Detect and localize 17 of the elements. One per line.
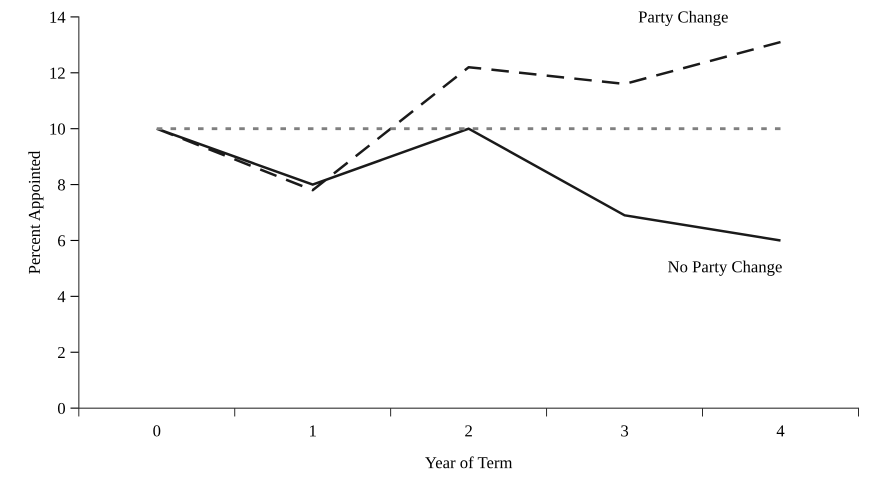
y-tick-label: 14 <box>50 12 66 23</box>
x-tick-label: 2 <box>465 425 472 436</box>
x-tick-label: 4 <box>776 425 784 436</box>
x-axis-title: Year of Term <box>425 456 512 468</box>
series-label: Party Change <box>638 10 728 26</box>
x-tick-label: 3 <box>621 425 628 437</box>
y-tick-label: 0 <box>58 402 66 414</box>
y-axis-title: Percent Appointed <box>28 150 44 274</box>
x-tick-label: 1 <box>310 425 316 436</box>
y-tick-label: 6 <box>58 235 66 246</box>
y-tick-label: 4 <box>58 291 66 302</box>
y-tick-label: 10 <box>50 123 66 135</box>
y-tick-label: 12 <box>50 68 65 79</box>
y-tick-label: 2 <box>58 346 65 358</box>
y-tick-label: 8 <box>58 179 66 191</box>
series-label: No Party Change <box>668 260 782 276</box>
x-tick-label: 0 <box>153 425 160 437</box>
